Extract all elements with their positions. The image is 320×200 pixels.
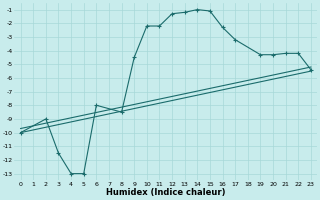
X-axis label: Humidex (Indice chaleur): Humidex (Indice chaleur) bbox=[106, 188, 226, 197]
